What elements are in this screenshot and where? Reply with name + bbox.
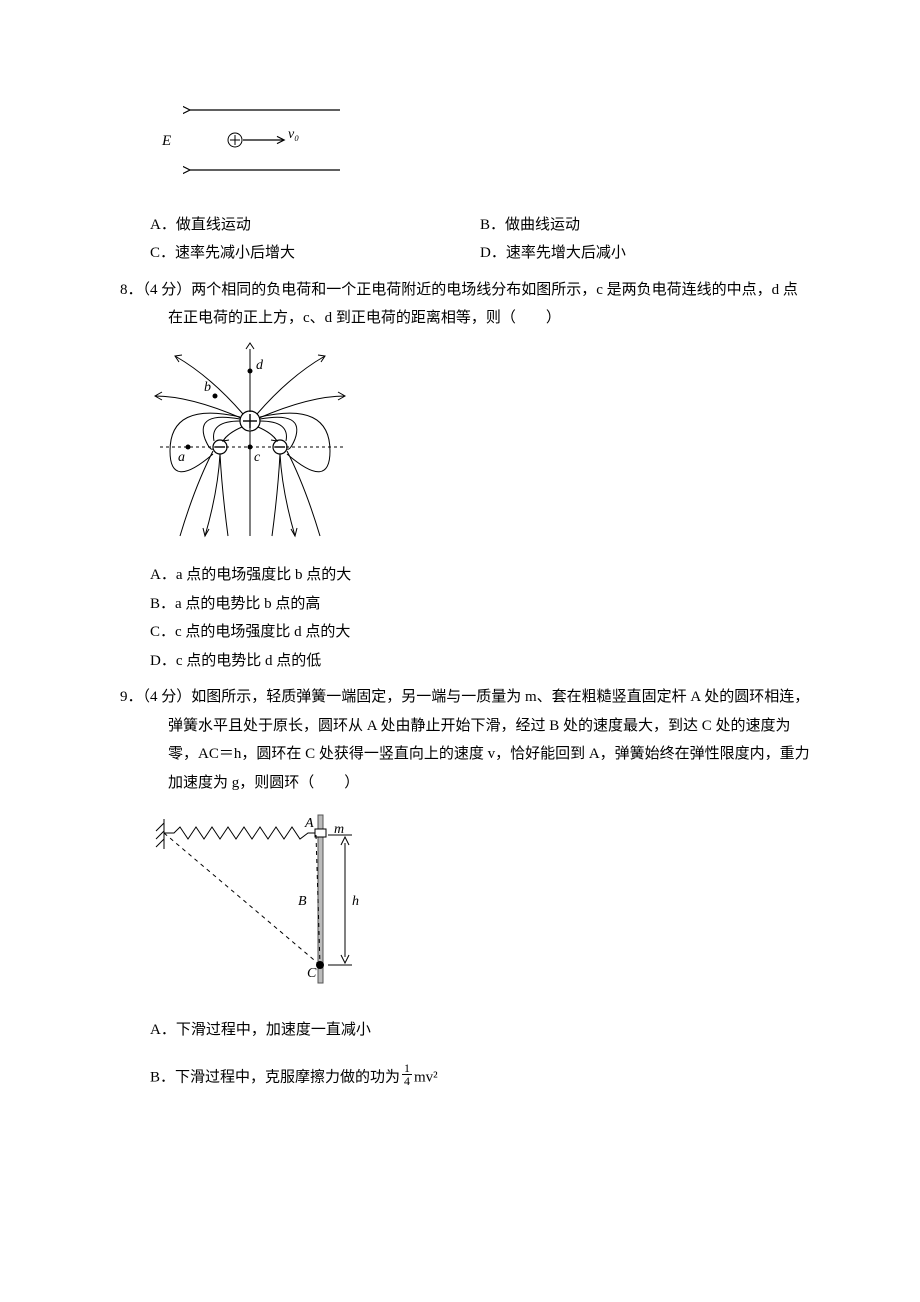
q7-opt-A: A．做直线运动 <box>150 211 480 240</box>
q7-E-label: E <box>161 133 171 149</box>
q9-stem: 9．（4 分）如图所示，轻质弹簧一端固定，另一端与一质量为 m、套在粗糙竖直固定… <box>168 683 810 797</box>
q9-opt-B: B．下滑过程中，克服摩擦力做的功为14mv² <box>150 1062 810 1092</box>
q9-opt-A: A．下滑过程中，加速度一直减小 <box>150 1016 810 1045</box>
q8-svg: a b c d <box>150 341 360 541</box>
q7-figure: E v₀ <box>150 90 810 201</box>
q8-num: 8．（4 分） <box>120 282 191 298</box>
q9-label-A: A <box>304 816 314 831</box>
q8-opt-C: C．c 点的电场强度比 d 点的大 <box>150 618 810 647</box>
q9-label-h: h <box>352 894 359 909</box>
q9-svg: A m B C h <box>150 805 380 995</box>
q9-opt-B-pre: B．下滑过程中，克服摩擦力做的功为 <box>150 1069 400 1085</box>
q9-figure: A m B C h <box>150 805 810 1006</box>
q7-opt-B: B．做曲线运动 <box>480 211 810 240</box>
q7-opt-D: D．速率先增大后减小 <box>480 239 810 268</box>
q8-label-b: b <box>204 380 211 395</box>
q8-figure: a b c d <box>150 341 810 552</box>
q8-stem: 8．（4 分）两个相同的负电荷和一个正电荷附近的电场线分布如图所示，c 是两负电… <box>168 276 810 333</box>
q8-opt-D: D．c 点的电势比 d 点的低 <box>150 647 810 676</box>
q8-stem-text: 两个相同的负电荷和一个正电荷附近的电场线分布如图所示，c 是两负电荷连线的中点，… <box>168 282 798 327</box>
q8-label-a: a <box>178 450 185 465</box>
q8-label-c: c <box>254 450 261 465</box>
q7-svg: E v₀ <box>150 90 360 190</box>
q7-v0-label: v₀ <box>288 127 299 142</box>
q9-opt-B-post: mv² <box>414 1069 438 1085</box>
q7-opt-C: C．速率先减小后增大 <box>150 239 480 268</box>
q7-options-row1: A．做直线运动 B．做曲线运动 <box>150 211 810 240</box>
q9-stem-text: 如图所示，轻质弹簧一端固定，另一端与一质量为 m、套在粗糙竖直固定杆 A 处的圆… <box>168 689 810 791</box>
q9-label-C: C <box>307 966 317 981</box>
q8-opt-B: B．a 点的电势比 b 点的高 <box>150 590 810 619</box>
q8-opt-A: A．a 点的电场强度比 b 点的大 <box>150 561 810 590</box>
q9-label-B: B <box>298 894 307 909</box>
q9-num: 9．（4 分） <box>120 689 191 705</box>
q9-opt-B-frac: 14 <box>402 1062 412 1087</box>
q8-label-d: d <box>256 358 264 373</box>
q7-options-row2: C．速率先减小后增大 D．速率先增大后减小 <box>150 239 810 268</box>
